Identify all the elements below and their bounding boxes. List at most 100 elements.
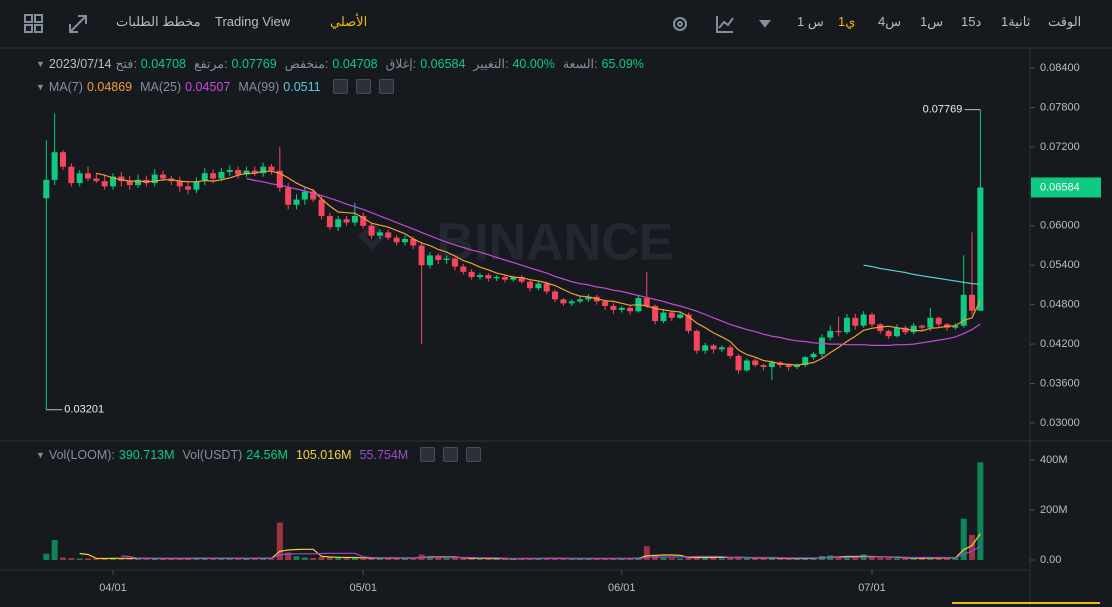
volume-bar — [543, 558, 550, 560]
candle-body — [643, 298, 650, 306]
volume-bar — [793, 558, 800, 560]
volume-bar — [401, 558, 408, 560]
candle-body — [610, 305, 617, 310]
volume-bar — [68, 558, 75, 560]
candle-body — [118, 176, 125, 182]
indicator-icon[interactable] — [466, 447, 482, 462]
info-label: مرتفع: — [193, 57, 228, 71]
indicator-icon[interactable] — [443, 447, 459, 462]
volume-bar — [343, 558, 350, 560]
volume-bar — [677, 558, 684, 560]
ma-line — [863, 264, 981, 285]
volume-bar — [93, 558, 100, 560]
volume-bar — [43, 553, 50, 560]
candle-body — [752, 360, 759, 366]
candle-body — [193, 181, 200, 190]
toolbar-item[interactable]: Trading View — [215, 14, 291, 29]
y-tick-label: 0.03000 — [1040, 417, 1080, 429]
candle-body — [677, 314, 684, 318]
info-value: 65.09% — [601, 56, 644, 71]
candle-body — [93, 178, 100, 182]
volume-bar — [85, 558, 91, 560]
candle-body — [960, 294, 967, 326]
y-tick-label: 0.00 — [1040, 554, 1061, 566]
candle-body — [351, 215, 358, 223]
interval-button[interactable]: 1 س — [797, 14, 824, 29]
volume-bar — [760, 558, 767, 560]
toolbar-item[interactable]: مخطط الطلبات — [116, 14, 201, 29]
candle-body — [760, 365, 767, 368]
candle-body — [868, 314, 875, 325]
candle-body — [418, 245, 425, 266]
volume-bar — [360, 558, 367, 560]
ma-name: MA(7) — [48, 79, 83, 94]
info-label: فتح: — [115, 57, 137, 71]
y-tick-label: 0.05400 — [1040, 259, 1080, 271]
interval-button[interactable]: الوقت — [1048, 14, 1082, 29]
candle-body — [568, 301, 575, 304]
volume-bar — [160, 558, 167, 560]
interval-button[interactable]: 1س — [920, 14, 944, 29]
price-tag-bg — [1031, 177, 1101, 198]
volume-bar — [502, 558, 508, 560]
candle-body — [510, 277, 517, 280]
volume-bar — [752, 558, 759, 560]
volume-bar — [435, 557, 442, 560]
volume-bar — [652, 555, 659, 560]
candle-body — [268, 166, 275, 171]
volume-bar — [560, 558, 567, 560]
candle-body — [702, 345, 709, 351]
indicator-icon[interactable] — [332, 79, 348, 94]
candle-body — [226, 169, 233, 172]
ma-row: ▼ MA(7) 0.04869 MA(25) 0.04507 MA(99) 0.0511 — [36, 79, 394, 94]
volume-bar — [376, 558, 383, 560]
volume-bar — [126, 558, 133, 560]
interval-button[interactable]: 15د — [961, 14, 982, 29]
volume-ma-line — [79, 533, 981, 560]
info-label: إغلاق: — [385, 57, 417, 71]
volume-bar — [777, 558, 784, 560]
candle-body — [952, 325, 959, 328]
volume-bar — [643, 546, 650, 560]
candle-body — [885, 330, 892, 337]
x-tick-label: 04/01 — [99, 582, 127, 594]
candle-body — [860, 314, 867, 326]
candle-body — [385, 232, 392, 238]
toolbar-item[interactable]: الأصلي — [330, 14, 368, 29]
candle-body — [235, 169, 242, 175]
candle-body — [443, 258, 450, 260]
ma-value: 0.04507 — [185, 79, 231, 94]
ma-value: 0.04869 — [86, 79, 133, 94]
volume-bar — [835, 557, 842, 560]
volume-bar — [843, 556, 850, 560]
volume-bar — [318, 557, 325, 560]
indicator-icon[interactable] — [355, 79, 371, 94]
volume-bar — [610, 558, 617, 560]
volume-bar — [902, 558, 909, 560]
candle-body — [919, 325, 925, 328]
candle-body — [176, 181, 183, 187]
volume-bar — [585, 558, 592, 560]
volume-bar — [368, 557, 375, 560]
candle-body — [793, 365, 800, 368]
volume-bar — [893, 558, 900, 560]
candle-body — [460, 266, 467, 272]
indicator-icon[interactable] — [420, 447, 436, 462]
volume-bar — [76, 558, 83, 560]
volume-bar — [251, 558, 258, 560]
interval-button[interactable]: 4س — [878, 14, 902, 29]
candle-body — [68, 166, 75, 184]
y-tick-label: 400M — [1040, 454, 1068, 466]
y-tick-label: 0.04800 — [1040, 299, 1080, 311]
indicator-icon[interactable] — [378, 79, 394, 94]
interval-button[interactable]: 1ثانية — [1001, 14, 1031, 29]
candle-body — [577, 299, 584, 302]
volume-bar — [768, 558, 775, 560]
interval-button[interactable]: 1ي — [838, 14, 856, 29]
candle-body — [535, 283, 542, 289]
watermark: BINANCE — [437, 214, 674, 272]
volume-bar — [960, 518, 967, 560]
candle-body — [502, 277, 508, 280]
volume-bar — [118, 558, 125, 560]
volume-bar — [602, 558, 609, 560]
